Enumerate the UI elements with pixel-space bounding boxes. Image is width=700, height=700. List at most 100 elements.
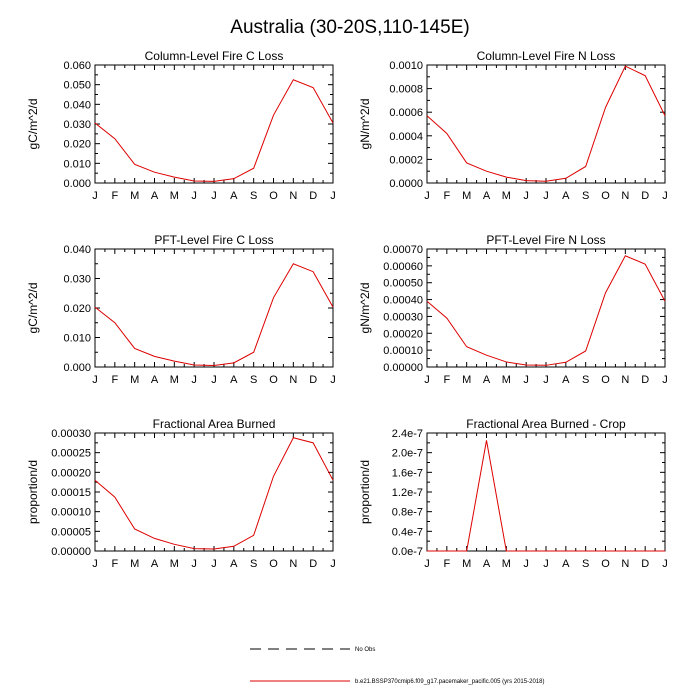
x-tick-label: A: [230, 374, 238, 386]
y-tick-label: 0.00020: [51, 467, 91, 479]
x-tick-label: A: [562, 190, 570, 202]
series-line: [427, 440, 665, 552]
x-tick-label: M: [130, 190, 139, 202]
x-tick-label: J: [662, 190, 668, 202]
x-tick-label: J: [662, 558, 668, 570]
x-tick-label: J: [523, 374, 529, 386]
y-tick-label: 0.040: [63, 99, 91, 111]
x-tick-label: O: [601, 374, 610, 386]
panel-title: Fractional Area Burned - Crop: [466, 417, 626, 431]
y-tick-label: 0.00040: [383, 295, 423, 307]
y-tick-label: 0.0e-7: [392, 546, 423, 558]
y-tick-label: 0.00010: [383, 345, 423, 357]
x-tick-label: M: [502, 374, 511, 386]
plot-frame: [426, 248, 666, 368]
legend: No Obs b.e21.BSSP370cmip6.f09_g17.pacema…: [250, 647, 544, 685]
y-tick-label: 0.00005: [51, 526, 91, 538]
y-tick-label: 0.0004: [389, 131, 423, 143]
x-tick-label: A: [151, 558, 159, 570]
x-tick-label: J: [330, 190, 336, 202]
y-tick-label: 1.6e-7: [392, 467, 423, 479]
x-tick-label: D: [641, 190, 649, 202]
panel-title: PFT-Level Fire C Loss: [154, 233, 273, 247]
x-tick-label: J: [662, 374, 668, 386]
x-tick-label: J: [191, 558, 197, 570]
legend-label-model: b.e21.BSSP370cmip6.f09_g17.pacemaker_pac…: [355, 679, 544, 685]
x-tick-label: D: [641, 374, 649, 386]
y-tick-label: 0.4e-7: [392, 526, 423, 538]
y-axis-label: proportion/d: [26, 460, 40, 524]
x-tick-label: A: [230, 190, 238, 202]
x-tick-label: M: [130, 558, 139, 570]
x-tick-label: O: [601, 190, 610, 202]
y-tick-label: 0.0008: [389, 84, 423, 96]
x-tick-label: S: [250, 190, 257, 202]
x-tick-label: M: [502, 190, 511, 202]
y-tick-label: 0.00015: [51, 487, 91, 499]
y-tick-label: 0.00060: [383, 261, 423, 273]
x-tick-label: F: [443, 558, 450, 570]
y-tick-label: 0.050: [63, 80, 91, 92]
y-tick-label: 0.000: [63, 178, 91, 190]
y-tick-label: 2.0e-7: [392, 448, 423, 460]
y-tick-label: 0.00070: [383, 244, 423, 256]
y-tick-label: 0.0000: [389, 178, 423, 190]
x-tick-label: M: [462, 374, 471, 386]
y-tick-label: 0.8e-7: [392, 507, 423, 519]
x-tick-label: N: [289, 558, 297, 570]
plot-frame: [426, 432, 666, 552]
panel-title: Column-Level Fire C Loss: [145, 49, 284, 63]
y-tick-label: 0.030: [63, 119, 91, 131]
panel-title: Fractional Area Burned: [153, 417, 276, 431]
x-tick-label: J: [543, 374, 549, 386]
y-axis-label: gC/m^2/d: [26, 283, 40, 334]
x-tick-label: O: [269, 190, 278, 202]
x-tick-label: A: [562, 374, 570, 386]
plot-frame: [94, 64, 334, 184]
x-tick-label: J: [424, 374, 430, 386]
x-tick-label: J: [523, 558, 529, 570]
y-tick-label: 0.020: [63, 303, 91, 315]
x-tick-label: J: [92, 558, 98, 570]
series-line: [94, 263, 334, 367]
x-tick-label: O: [269, 374, 278, 386]
x-tick-label: D: [309, 190, 317, 202]
x-tick-label: J: [543, 190, 549, 202]
x-tick-label: M: [502, 558, 511, 570]
x-tick-label: J: [543, 558, 549, 570]
x-tick-label: O: [269, 558, 278, 570]
x-tick-label: M: [462, 190, 471, 202]
x-tick-label: M: [170, 190, 179, 202]
x-tick-label: D: [309, 374, 317, 386]
x-tick-label: A: [483, 190, 491, 202]
x-tick-label: F: [111, 190, 118, 202]
plot-frame: [94, 248, 334, 368]
series-line: [94, 437, 334, 550]
y-tick-label: 0.00030: [383, 311, 423, 323]
x-tick-label: F: [443, 190, 450, 202]
plot-frame: [426, 64, 666, 184]
y-tick-label: 0.000: [63, 362, 91, 374]
x-tick-label: J: [92, 374, 98, 386]
x-tick-label: J: [424, 190, 430, 202]
y-tick-label: 0.010: [63, 333, 91, 345]
y-tick-label: 1.2e-7: [392, 487, 423, 499]
x-tick-label: A: [230, 558, 238, 570]
y-tick-label: 0.030: [63, 274, 91, 286]
x-tick-label: D: [641, 558, 649, 570]
x-tick-label: S: [582, 374, 589, 386]
y-tick-label: 0.00025: [51, 448, 91, 460]
x-tick-label: F: [111, 558, 118, 570]
y-tick-label: 0.0006: [389, 107, 423, 119]
series-line: [426, 65, 666, 182]
x-tick-label: A: [483, 374, 491, 386]
panel-title: PFT-Level Fire N Loss: [486, 233, 605, 247]
main-title: Australia (30-20S,110-145E): [230, 17, 469, 38]
y-tick-label: 0.060: [63, 60, 91, 72]
x-tick-label: J: [330, 374, 336, 386]
x-tick-label: N: [621, 558, 629, 570]
